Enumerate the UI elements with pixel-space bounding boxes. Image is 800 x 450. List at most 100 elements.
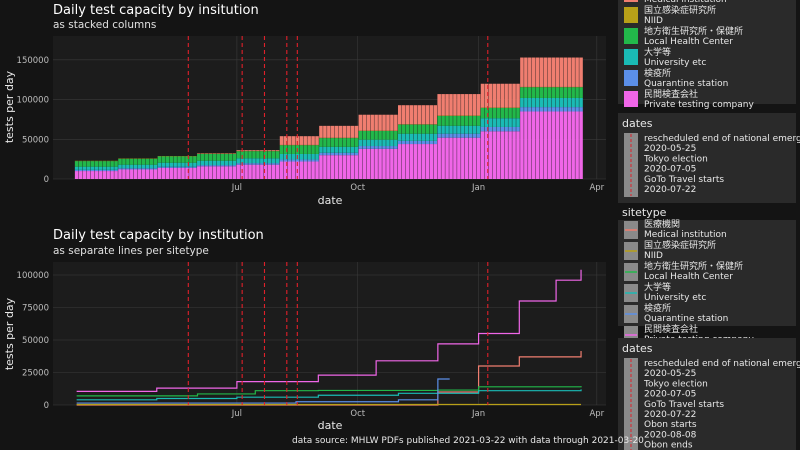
bar-segment [378, 114, 382, 131]
bar-segment [299, 161, 304, 179]
bar-segment [398, 105, 402, 125]
bar-segment [461, 137, 465, 179]
bar-segment [555, 107, 560, 112]
bar-segment [555, 111, 560, 179]
bar-segment [208, 166, 213, 179]
bar-segment [453, 94, 457, 116]
bar-segment [528, 57, 532, 87]
bar-segment [413, 105, 418, 125]
bar-segment [106, 161, 110, 167]
legend-item-ja: 民間検査会社 [644, 323, 698, 335]
legend-item-en: University etc [644, 293, 706, 303]
legend-item-ja: 医療機関 [644, 218, 680, 230]
bar-segment [358, 139, 363, 147]
top-dates-legend: dates rescheduled end of national emergen… [622, 117, 800, 197]
bar-segment [102, 161, 107, 167]
bar-segment [492, 131, 497, 179]
bar-segment [417, 133, 422, 141]
bar-segment [149, 168, 154, 170]
bar-segment [472, 94, 477, 116]
bar-segment [366, 146, 371, 149]
bar-segment [307, 153, 311, 160]
bar-segment [366, 139, 371, 147]
bar-segment [563, 87, 568, 98]
bar-segment [520, 107, 524, 112]
bottom-x-ticks: Jul Oct Jan Apr [231, 409, 605, 419]
bar-segment [303, 136, 307, 145]
bar-segment [358, 148, 363, 179]
top-x-tick-label: Jan [471, 183, 485, 193]
bar-segment [421, 144, 426, 179]
bar-segment [437, 94, 441, 116]
bar-segment [520, 97, 524, 108]
bar-segment [500, 126, 505, 132]
bar-segment [405, 144, 410, 179]
bar-segment [271, 158, 276, 164]
bar-segment [484, 126, 489, 132]
bar-segment [512, 131, 516, 179]
bar-segment [114, 161, 118, 167]
legend-item-en: Private testing company [644, 100, 754, 110]
bar-segment [579, 87, 583, 98]
bar-segment [311, 161, 315, 179]
bar-segment [114, 166, 118, 170]
legend-item-en: Medical institution [644, 230, 727, 240]
bar-segment [472, 133, 477, 138]
bar-segment [464, 133, 469, 138]
bar-segment [476, 137, 481, 179]
bar-segment [524, 87, 528, 98]
bar-segment [260, 163, 264, 165]
bar-segment [338, 146, 343, 153]
bar-segment [421, 124, 426, 134]
bar-segment [157, 167, 162, 179]
bar-segment [543, 111, 548, 179]
bar-segment [449, 137, 453, 179]
bar-segment [429, 124, 434, 134]
bar-segment [382, 114, 386, 131]
bar-segment [496, 83, 501, 108]
bar-segment [480, 118, 485, 127]
bar-segment [122, 169, 126, 179]
bar-segment [492, 107, 497, 119]
bar-segment [516, 107, 520, 119]
bar-segment [338, 138, 343, 147]
bar-segment [331, 152, 335, 156]
bar-segment [476, 94, 481, 116]
bar-segment [133, 158, 138, 165]
bar-segment [232, 160, 237, 166]
bar-segment [327, 138, 331, 147]
series-line [76, 386, 582, 397]
bar-segment [78, 171, 83, 179]
bar-segment [512, 107, 516, 119]
bar-segment [267, 158, 272, 164]
bar-segment [382, 130, 386, 140]
bar-segment [197, 165, 201, 167]
bar-segment [378, 139, 382, 147]
dates-legend-entry: rescheduled end of national emergenc [644, 359, 800, 369]
bar-segment [165, 167, 170, 179]
bar-segment [260, 158, 264, 164]
bar-segment [386, 139, 390, 147]
bar-segment [323, 146, 327, 153]
bar-segment [212, 166, 217, 179]
bar-segment [169, 166, 173, 168]
bar-segment [338, 155, 343, 179]
bar-segment [555, 87, 560, 98]
top-y-tick-label: 0 [44, 175, 49, 185]
bar-segment [559, 57, 564, 87]
legend-item-ja: 民間検査会社 [644, 88, 698, 100]
bar-segment [516, 118, 520, 127]
bar-segment [531, 107, 536, 112]
bar-segment [567, 111, 571, 179]
bottom-y-tick-label: 100000 [17, 271, 49, 281]
bar-segment [299, 159, 304, 162]
bar-segment [429, 133, 434, 141]
bar-segment [86, 171, 91, 179]
bar-segment [212, 165, 217, 167]
bar-segment [74, 161, 79, 167]
bar-segment [319, 138, 323, 147]
bar-segment [398, 144, 402, 179]
bar-segment [528, 97, 532, 108]
legend-key-swatch [624, 91, 638, 107]
